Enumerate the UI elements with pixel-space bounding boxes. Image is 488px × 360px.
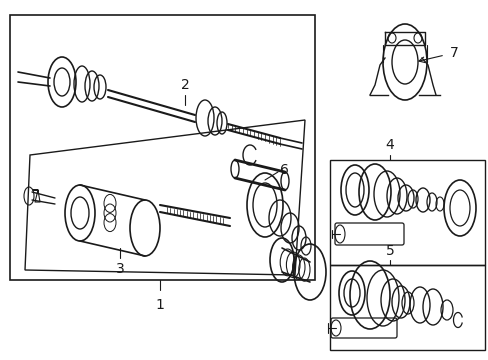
- Text: 2: 2: [180, 78, 189, 92]
- Text: 1: 1: [155, 298, 164, 312]
- Bar: [329, 265, 484, 350]
- Bar: [10, 15, 314, 280]
- Bar: [329, 160, 484, 265]
- Text: 5: 5: [385, 244, 393, 258]
- Text: 7: 7: [449, 46, 458, 60]
- Text: 4: 4: [385, 138, 393, 152]
- Text: 3: 3: [115, 262, 124, 276]
- Text: 6: 6: [280, 163, 288, 177]
